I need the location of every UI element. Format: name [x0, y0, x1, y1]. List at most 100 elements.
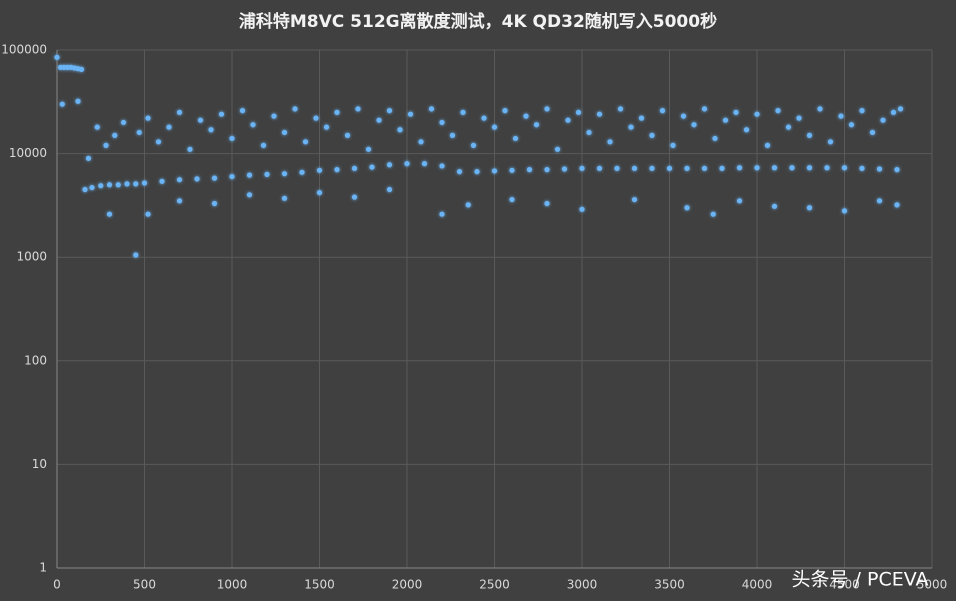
point	[701, 106, 708, 112]
point	[299, 169, 305, 175]
point	[722, 117, 729, 123]
point	[82, 186, 88, 193]
point	[785, 124, 792, 130]
point	[586, 129, 592, 136]
x-tick-label: 3000	[567, 578, 598, 592]
point	[176, 198, 183, 204]
point	[579, 165, 585, 171]
point	[260, 142, 267, 148]
point	[351, 165, 358, 171]
point	[684, 205, 690, 211]
x-tick-label: 1000	[217, 578, 248, 592]
watermark: 头条号 / PCEVA	[792, 569, 929, 591]
point	[491, 168, 498, 174]
point	[736, 165, 743, 171]
point	[736, 198, 743, 204]
point	[859, 165, 865, 171]
point	[229, 135, 235, 142]
point	[115, 182, 121, 188]
point	[710, 211, 716, 217]
y-tick-label: 1	[39, 561, 47, 575]
point	[894, 167, 900, 173]
point	[680, 113, 687, 119]
point	[691, 122, 697, 128]
point	[133, 181, 139, 187]
point	[386, 186, 393, 193]
point	[316, 190, 323, 196]
point	[106, 211, 113, 217]
point	[561, 166, 568, 172]
point	[596, 111, 603, 117]
point	[292, 106, 298, 112]
point	[386, 108, 393, 114]
point	[145, 211, 151, 217]
point	[302, 139, 309, 145]
y-tick-label: 1000	[16, 250, 47, 264]
point	[670, 142, 676, 148]
point	[890, 109, 897, 115]
y-tick-label: 10	[32, 457, 47, 471]
point	[194, 176, 200, 182]
point	[806, 132, 813, 138]
point	[465, 202, 471, 208]
point	[365, 146, 372, 152]
point	[211, 200, 218, 207]
point	[187, 146, 193, 152]
point	[579, 206, 585, 212]
point	[334, 109, 340, 115]
point	[439, 119, 445, 126]
point	[159, 178, 165, 184]
point	[481, 115, 487, 121]
point	[176, 109, 183, 115]
point	[439, 211, 445, 217]
point	[666, 165, 673, 171]
point	[246, 172, 253, 178]
point	[145, 115, 151, 121]
y-tick-label: 100000	[1, 43, 47, 57]
point	[218, 111, 225, 117]
point	[124, 181, 130, 187]
point	[806, 205, 813, 211]
point	[155, 139, 162, 145]
point	[133, 252, 139, 258]
point	[407, 111, 414, 117]
point	[775, 108, 781, 114]
point	[59, 101, 65, 107]
point	[876, 166, 883, 172]
point	[575, 109, 582, 115]
point	[869, 129, 876, 136]
point	[386, 162, 393, 168]
point	[733, 109, 739, 115]
point	[470, 142, 477, 148]
point	[764, 142, 771, 148]
point	[607, 139, 613, 145]
point	[54, 54, 60, 60]
point	[246, 192, 253, 198]
point	[89, 184, 95, 191]
point	[544, 200, 550, 207]
point	[684, 165, 690, 171]
point	[838, 113, 844, 119]
point	[509, 167, 515, 173]
point	[376, 117, 382, 123]
point	[841, 165, 848, 171]
point	[369, 164, 375, 170]
x-tick-label: 3500	[654, 578, 685, 592]
point	[754, 111, 760, 117]
x-tick-label: 4500	[829, 578, 860, 592]
point	[701, 165, 708, 171]
x-tick-label: 5000	[917, 578, 948, 592]
point	[848, 122, 855, 128]
point	[509, 196, 515, 203]
point	[418, 139, 424, 145]
point	[771, 203, 778, 209]
point	[211, 175, 218, 181]
point	[817, 106, 823, 112]
point	[533, 122, 540, 128]
point	[512, 135, 519, 142]
point	[316, 167, 323, 173]
point	[141, 180, 148, 186]
point	[264, 171, 270, 177]
point	[649, 132, 655, 138]
